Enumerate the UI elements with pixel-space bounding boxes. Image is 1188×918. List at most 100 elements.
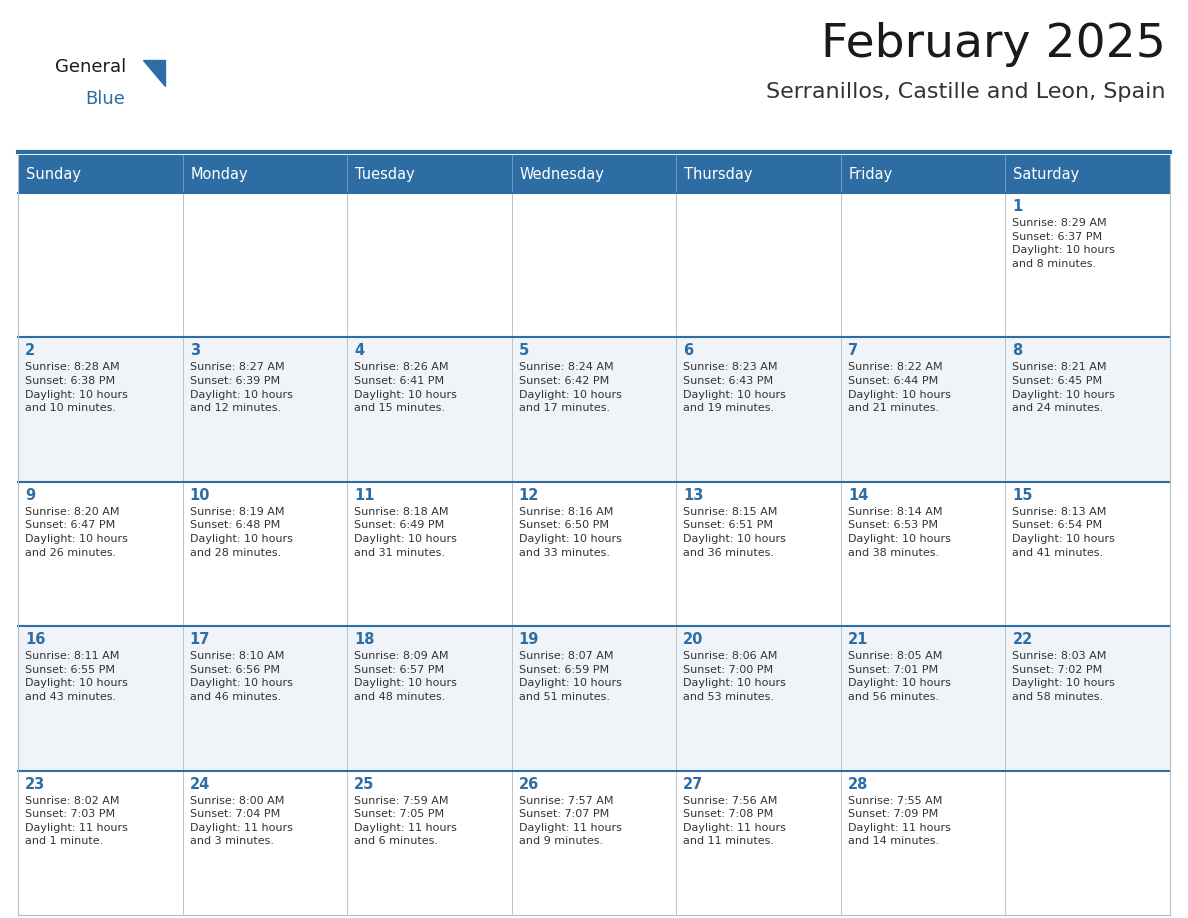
Text: Sunrise: 8:11 AM
Sunset: 6:55 PM
Daylight: 10 hours
and 43 minutes.: Sunrise: 8:11 AM Sunset: 6:55 PM Dayligh…	[25, 651, 128, 702]
Text: Sunrise: 8:20 AM
Sunset: 6:47 PM
Daylight: 10 hours
and 26 minutes.: Sunrise: 8:20 AM Sunset: 6:47 PM Dayligh…	[25, 507, 128, 557]
Bar	[347, 482, 512, 626]
Text: Blue: Blue	[86, 90, 125, 108]
Text: Sunrise: 8:28 AM
Sunset: 6:38 PM
Daylight: 10 hours
and 10 minutes.: Sunrise: 8:28 AM Sunset: 6:38 PM Dayligh…	[25, 363, 128, 413]
Text: Saturday: Saturday	[1013, 166, 1080, 182]
Text: Sunrise: 8:05 AM
Sunset: 7:01 PM
Daylight: 10 hours
and 56 minutes.: Sunrise: 8:05 AM Sunset: 7:01 PM Dayligh…	[848, 651, 950, 702]
Text: 27: 27	[683, 777, 703, 791]
Text: Sunrise: 8:15 AM
Sunset: 6:51 PM
Daylight: 10 hours
and 36 minutes.: Sunrise: 8:15 AM Sunset: 6:51 PM Dayligh…	[683, 507, 786, 557]
Bar	[183, 770, 347, 915]
Text: 28: 28	[848, 777, 868, 791]
Text: Thursday: Thursday	[684, 166, 753, 182]
Text: 19: 19	[519, 633, 539, 647]
Bar	[18, 770, 183, 915]
Text: 8: 8	[1012, 343, 1023, 358]
Text: 20: 20	[683, 633, 703, 647]
Text: Sunday: Sunday	[26, 166, 81, 182]
Text: 17: 17	[190, 633, 210, 647]
Bar	[347, 770, 512, 915]
Text: Sunrise: 8:02 AM
Sunset: 7:03 PM
Daylight: 11 hours
and 1 minute.: Sunrise: 8:02 AM Sunset: 7:03 PM Dayligh…	[25, 796, 128, 846]
Text: 26: 26	[519, 777, 539, 791]
Bar	[347, 626, 512, 770]
Bar	[676, 626, 841, 770]
Bar	[512, 626, 676, 770]
Text: 6: 6	[683, 343, 694, 358]
Text: 5: 5	[519, 343, 529, 358]
Text: Sunrise: 8:18 AM
Sunset: 6:49 PM
Daylight: 10 hours
and 31 minutes.: Sunrise: 8:18 AM Sunset: 6:49 PM Dayligh…	[354, 507, 457, 557]
Text: Sunrise: 8:23 AM
Sunset: 6:43 PM
Daylight: 10 hours
and 19 minutes.: Sunrise: 8:23 AM Sunset: 6:43 PM Dayligh…	[683, 363, 786, 413]
Text: Sunrise: 8:19 AM
Sunset: 6:48 PM
Daylight: 10 hours
and 28 minutes.: Sunrise: 8:19 AM Sunset: 6:48 PM Dayligh…	[190, 507, 292, 557]
Bar	[512, 482, 676, 626]
Polygon shape	[143, 60, 165, 86]
Text: Sunrise: 8:03 AM
Sunset: 7:02 PM
Daylight: 10 hours
and 58 minutes.: Sunrise: 8:03 AM Sunset: 7:02 PM Dayligh…	[1012, 651, 1116, 702]
Bar	[183, 482, 347, 626]
Text: Wednesday: Wednesday	[519, 166, 605, 182]
Text: Sunrise: 7:59 AM
Sunset: 7:05 PM
Daylight: 11 hours
and 6 minutes.: Sunrise: 7:59 AM Sunset: 7:05 PM Dayligh…	[354, 796, 457, 846]
Text: 3: 3	[190, 343, 200, 358]
Text: Sunrise: 8:26 AM
Sunset: 6:41 PM
Daylight: 10 hours
and 15 minutes.: Sunrise: 8:26 AM Sunset: 6:41 PM Dayligh…	[354, 363, 457, 413]
Bar	[183, 193, 347, 338]
Bar	[512, 193, 676, 338]
Bar	[841, 482, 1005, 626]
Bar	[1005, 770, 1170, 915]
Text: 23: 23	[25, 777, 45, 791]
Text: 10: 10	[190, 487, 210, 503]
Bar	[676, 193, 841, 338]
Bar	[512, 338, 676, 482]
Text: General: General	[55, 58, 126, 76]
Text: Sunrise: 8:10 AM
Sunset: 6:56 PM
Daylight: 10 hours
and 46 minutes.: Sunrise: 8:10 AM Sunset: 6:56 PM Dayligh…	[190, 651, 292, 702]
Text: Serranillos, Castille and Leon, Spain: Serranillos, Castille and Leon, Spain	[766, 82, 1165, 102]
Bar	[676, 770, 841, 915]
Text: Sunrise: 8:00 AM
Sunset: 7:04 PM
Daylight: 11 hours
and 3 minutes.: Sunrise: 8:00 AM Sunset: 7:04 PM Dayligh…	[190, 796, 292, 846]
Bar	[512, 155, 676, 193]
Text: Sunrise: 7:56 AM
Sunset: 7:08 PM
Daylight: 11 hours
and 11 minutes.: Sunrise: 7:56 AM Sunset: 7:08 PM Dayligh…	[683, 796, 786, 846]
Bar	[18, 338, 183, 482]
Bar	[512, 770, 676, 915]
Text: Sunrise: 8:13 AM
Sunset: 6:54 PM
Daylight: 10 hours
and 41 minutes.: Sunrise: 8:13 AM Sunset: 6:54 PM Dayligh…	[1012, 507, 1116, 557]
Text: Sunrise: 8:27 AM
Sunset: 6:39 PM
Daylight: 10 hours
and 12 minutes.: Sunrise: 8:27 AM Sunset: 6:39 PM Dayligh…	[190, 363, 292, 413]
Text: Sunrise: 8:22 AM
Sunset: 6:44 PM
Daylight: 10 hours
and 21 minutes.: Sunrise: 8:22 AM Sunset: 6:44 PM Dayligh…	[848, 363, 950, 413]
Text: 15: 15	[1012, 487, 1032, 503]
Bar	[1005, 338, 1170, 482]
Text: Sunrise: 8:16 AM
Sunset: 6:50 PM
Daylight: 10 hours
and 33 minutes.: Sunrise: 8:16 AM Sunset: 6:50 PM Dayligh…	[519, 507, 621, 557]
Text: 7: 7	[848, 343, 858, 358]
Bar	[347, 338, 512, 482]
Text: 22: 22	[1012, 633, 1032, 647]
Text: 21: 21	[848, 633, 868, 647]
Text: 12: 12	[519, 487, 539, 503]
Text: 11: 11	[354, 487, 374, 503]
Text: 18: 18	[354, 633, 374, 647]
Text: February 2025: February 2025	[821, 22, 1165, 67]
Bar	[1005, 626, 1170, 770]
Bar	[676, 155, 841, 193]
Bar	[841, 155, 1005, 193]
Bar	[183, 155, 347, 193]
Text: 25: 25	[354, 777, 374, 791]
Text: 4: 4	[354, 343, 365, 358]
Bar	[841, 193, 1005, 338]
Bar	[1005, 193, 1170, 338]
Bar	[18, 193, 183, 338]
Bar	[841, 626, 1005, 770]
Bar	[18, 626, 183, 770]
Text: Monday: Monday	[190, 166, 248, 182]
Text: 16: 16	[25, 633, 45, 647]
Text: Sunrise: 8:24 AM
Sunset: 6:42 PM
Daylight: 10 hours
and 17 minutes.: Sunrise: 8:24 AM Sunset: 6:42 PM Dayligh…	[519, 363, 621, 413]
Text: Sunrise: 8:09 AM
Sunset: 6:57 PM
Daylight: 10 hours
and 48 minutes.: Sunrise: 8:09 AM Sunset: 6:57 PM Dayligh…	[354, 651, 457, 702]
Bar	[183, 626, 347, 770]
Bar	[1005, 482, 1170, 626]
Text: 2: 2	[25, 343, 36, 358]
Text: Friday: Friday	[849, 166, 893, 182]
Text: 13: 13	[683, 487, 703, 503]
Bar	[676, 482, 841, 626]
Bar	[183, 338, 347, 482]
Bar	[1005, 155, 1170, 193]
Bar	[18, 482, 183, 626]
Bar	[347, 193, 512, 338]
Text: Sunrise: 7:57 AM
Sunset: 7:07 PM
Daylight: 11 hours
and 9 minutes.: Sunrise: 7:57 AM Sunset: 7:07 PM Dayligh…	[519, 796, 621, 846]
Text: 1: 1	[1012, 199, 1023, 214]
Text: 24: 24	[190, 777, 210, 791]
Text: Sunrise: 8:29 AM
Sunset: 6:37 PM
Daylight: 10 hours
and 8 minutes.: Sunrise: 8:29 AM Sunset: 6:37 PM Dayligh…	[1012, 218, 1116, 269]
Bar	[18, 155, 183, 193]
Bar	[841, 770, 1005, 915]
Text: Sunrise: 8:06 AM
Sunset: 7:00 PM
Daylight: 10 hours
and 53 minutes.: Sunrise: 8:06 AM Sunset: 7:00 PM Dayligh…	[683, 651, 786, 702]
